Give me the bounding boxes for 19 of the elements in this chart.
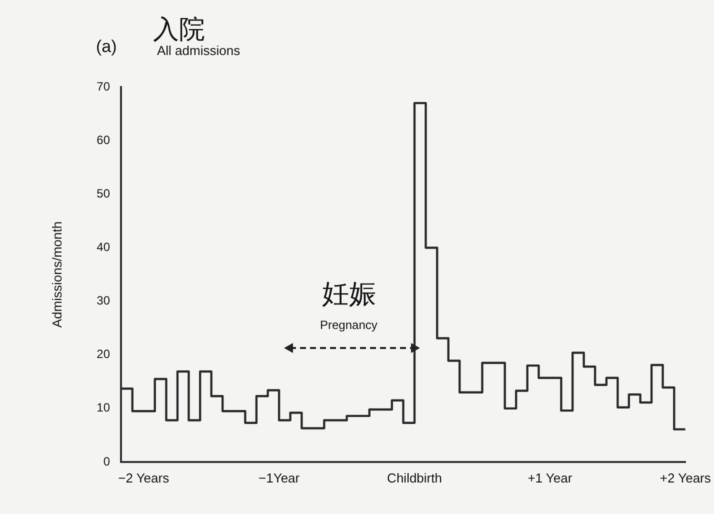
y-tick-label: 0 <box>103 454 110 468</box>
x-tick-label: +1 Year <box>528 470 573 486</box>
chart-title: All admissions <box>157 43 240 58</box>
y-tick-label: 20 <box>96 347 110 362</box>
x-tick-label: −2 Years <box>118 470 170 486</box>
y-tick-label: 10 <box>96 400 110 415</box>
annotation: Pregnancy <box>320 318 378 332</box>
y-tick-label: 50 <box>96 186 110 200</box>
x-tick-label: −1Year <box>258 470 300 486</box>
x-tick-label: +2 Years <box>660 470 712 486</box>
text: 入院 <box>153 14 205 46</box>
y-tick-label: 70 <box>96 79 110 94</box>
y-tick-label: 30 <box>96 294 110 308</box>
y-tick-label: 40 <box>96 240 110 254</box>
text: (a) <box>96 37 117 57</box>
x-tick-label: Childbirth <box>387 470 442 486</box>
y-tick-label: 60 <box>96 132 110 147</box>
y-axis-title: Admissions/month <box>49 221 64 328</box>
annotation: 妊娠 <box>322 278 376 312</box>
